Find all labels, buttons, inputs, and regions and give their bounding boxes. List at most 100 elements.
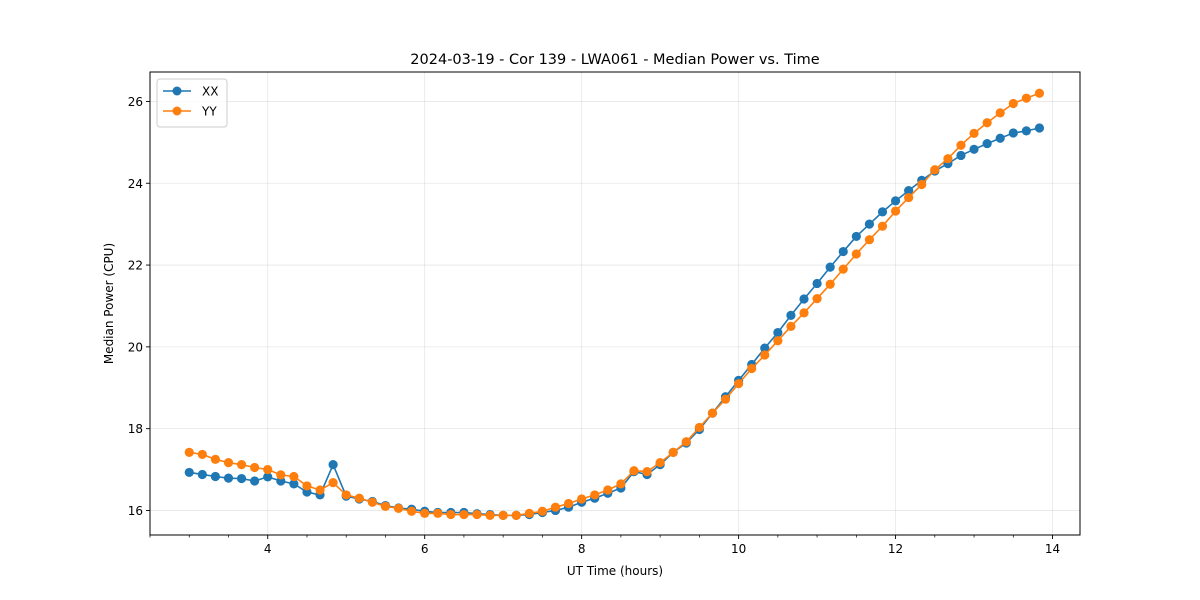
data-point-xx xyxy=(838,246,848,257)
data-point-yy xyxy=(668,447,678,457)
data-point-xx xyxy=(236,473,247,484)
y-tick-label: 20 xyxy=(128,340,143,354)
data-point-xx xyxy=(1021,126,1031,136)
data-point-yy xyxy=(393,503,404,514)
data-point-yy xyxy=(197,449,207,460)
data-point-yy xyxy=(629,466,639,476)
data-point-yy xyxy=(577,494,587,504)
legend-label-yy: YY xyxy=(201,105,217,119)
data-point-yy xyxy=(734,379,744,389)
data-point-yy xyxy=(341,490,351,500)
x-tick-label: 6 xyxy=(421,542,429,556)
data-point-yy xyxy=(760,350,770,360)
data-point-yy xyxy=(550,502,561,512)
data-point-yy xyxy=(511,510,521,520)
data-point-yy xyxy=(498,510,508,520)
data-point-xx xyxy=(877,207,888,217)
data-point-yy xyxy=(354,493,364,503)
data-point-yy xyxy=(812,293,822,304)
data-point-xx xyxy=(197,469,207,480)
data-point-yy xyxy=(302,481,312,491)
data-point-xx xyxy=(1008,128,1018,138)
data-point-yy xyxy=(982,118,992,128)
data-point-yy xyxy=(694,422,704,433)
data-point-yy xyxy=(603,485,613,495)
data-point-xx xyxy=(851,231,861,242)
data-point-yy xyxy=(420,508,430,518)
data-point-xx xyxy=(760,343,770,353)
x-tick-label: 4 xyxy=(264,542,272,556)
data-point-xx xyxy=(890,196,901,206)
data-point-yy xyxy=(380,501,391,511)
axes-frame xyxy=(149,71,1081,536)
legend-marker-xx xyxy=(172,86,182,96)
data-point-yy xyxy=(367,497,377,507)
data-point-xx xyxy=(773,327,783,338)
data-point-yy xyxy=(655,458,665,468)
data-point-yy xyxy=(747,363,757,374)
data-point-yy xyxy=(864,235,875,245)
legend-label-xx: XX xyxy=(202,85,218,99)
data-point-xx xyxy=(184,467,194,478)
data-point-yy xyxy=(328,478,338,488)
data-point-yy xyxy=(825,279,835,289)
data-point-yy xyxy=(276,470,286,480)
x-tick-label: 8 xyxy=(578,542,586,556)
data-point-xx xyxy=(799,294,809,304)
data-point-xx xyxy=(210,471,220,482)
data-point-yy xyxy=(720,394,731,404)
data-point-yy xyxy=(930,165,940,175)
y-axis-label: Median Power (CPU) xyxy=(102,243,116,364)
data-point-yy xyxy=(969,128,979,138)
data-point-yy xyxy=(289,471,299,482)
axis-ticks: 4 6 8 10 12 14 16 18 20 22 24 26 xyxy=(128,95,1060,556)
data-point-yy xyxy=(485,510,495,520)
x-tick-label: 12 xyxy=(888,542,903,556)
data-point-xx xyxy=(1034,123,1045,133)
data-point-xx xyxy=(982,138,992,149)
data-point-yy xyxy=(407,506,417,516)
data-point-yy xyxy=(890,206,901,216)
plot-series xyxy=(184,88,1045,520)
y-tick-label: 24 xyxy=(128,177,143,191)
data-point-xx xyxy=(864,219,875,229)
y-tick-label: 22 xyxy=(128,259,143,273)
data-point-yy xyxy=(263,464,273,475)
data-point-yy xyxy=(799,308,809,318)
data-point-yy xyxy=(943,154,953,164)
data-point-xx xyxy=(812,278,822,289)
data-point-yy xyxy=(681,437,691,447)
x-tick-label: 14 xyxy=(1045,542,1060,556)
data-point-yy xyxy=(250,462,260,473)
data-point-yy xyxy=(1034,88,1045,98)
data-point-xx xyxy=(786,310,796,320)
data-point-yy xyxy=(184,447,194,457)
data-point-yy xyxy=(1008,98,1018,109)
data-point-xx xyxy=(995,133,1005,143)
data-point-yy xyxy=(917,179,927,190)
data-point-yy xyxy=(459,509,469,520)
legend: XX YY xyxy=(156,78,228,128)
data-point-yy xyxy=(590,490,600,500)
y-tick-label: 16 xyxy=(128,504,143,518)
data-point-yy xyxy=(616,479,626,489)
data-point-yy xyxy=(524,508,534,518)
data-point-yy xyxy=(315,485,325,495)
data-point-xx xyxy=(223,473,234,483)
data-point-yy xyxy=(707,408,718,418)
x-tick-label: 10 xyxy=(731,542,746,556)
data-point-xx xyxy=(825,262,835,272)
data-point-xx xyxy=(263,472,273,482)
y-tick-label: 18 xyxy=(128,422,143,436)
data-point-yy xyxy=(995,108,1005,118)
data-point-yy xyxy=(642,467,652,477)
data-point-yy xyxy=(838,264,848,274)
data-point-yy xyxy=(236,460,247,470)
y-tick-label: 26 xyxy=(128,95,143,109)
legend-marker-yy xyxy=(172,106,182,116)
data-point-yy xyxy=(877,221,888,231)
chart-title: 2024-03-19 - Cor 139 - LWA061 - Median P… xyxy=(410,52,819,68)
data-point-yy xyxy=(851,249,861,259)
data-point-xx xyxy=(289,479,299,489)
